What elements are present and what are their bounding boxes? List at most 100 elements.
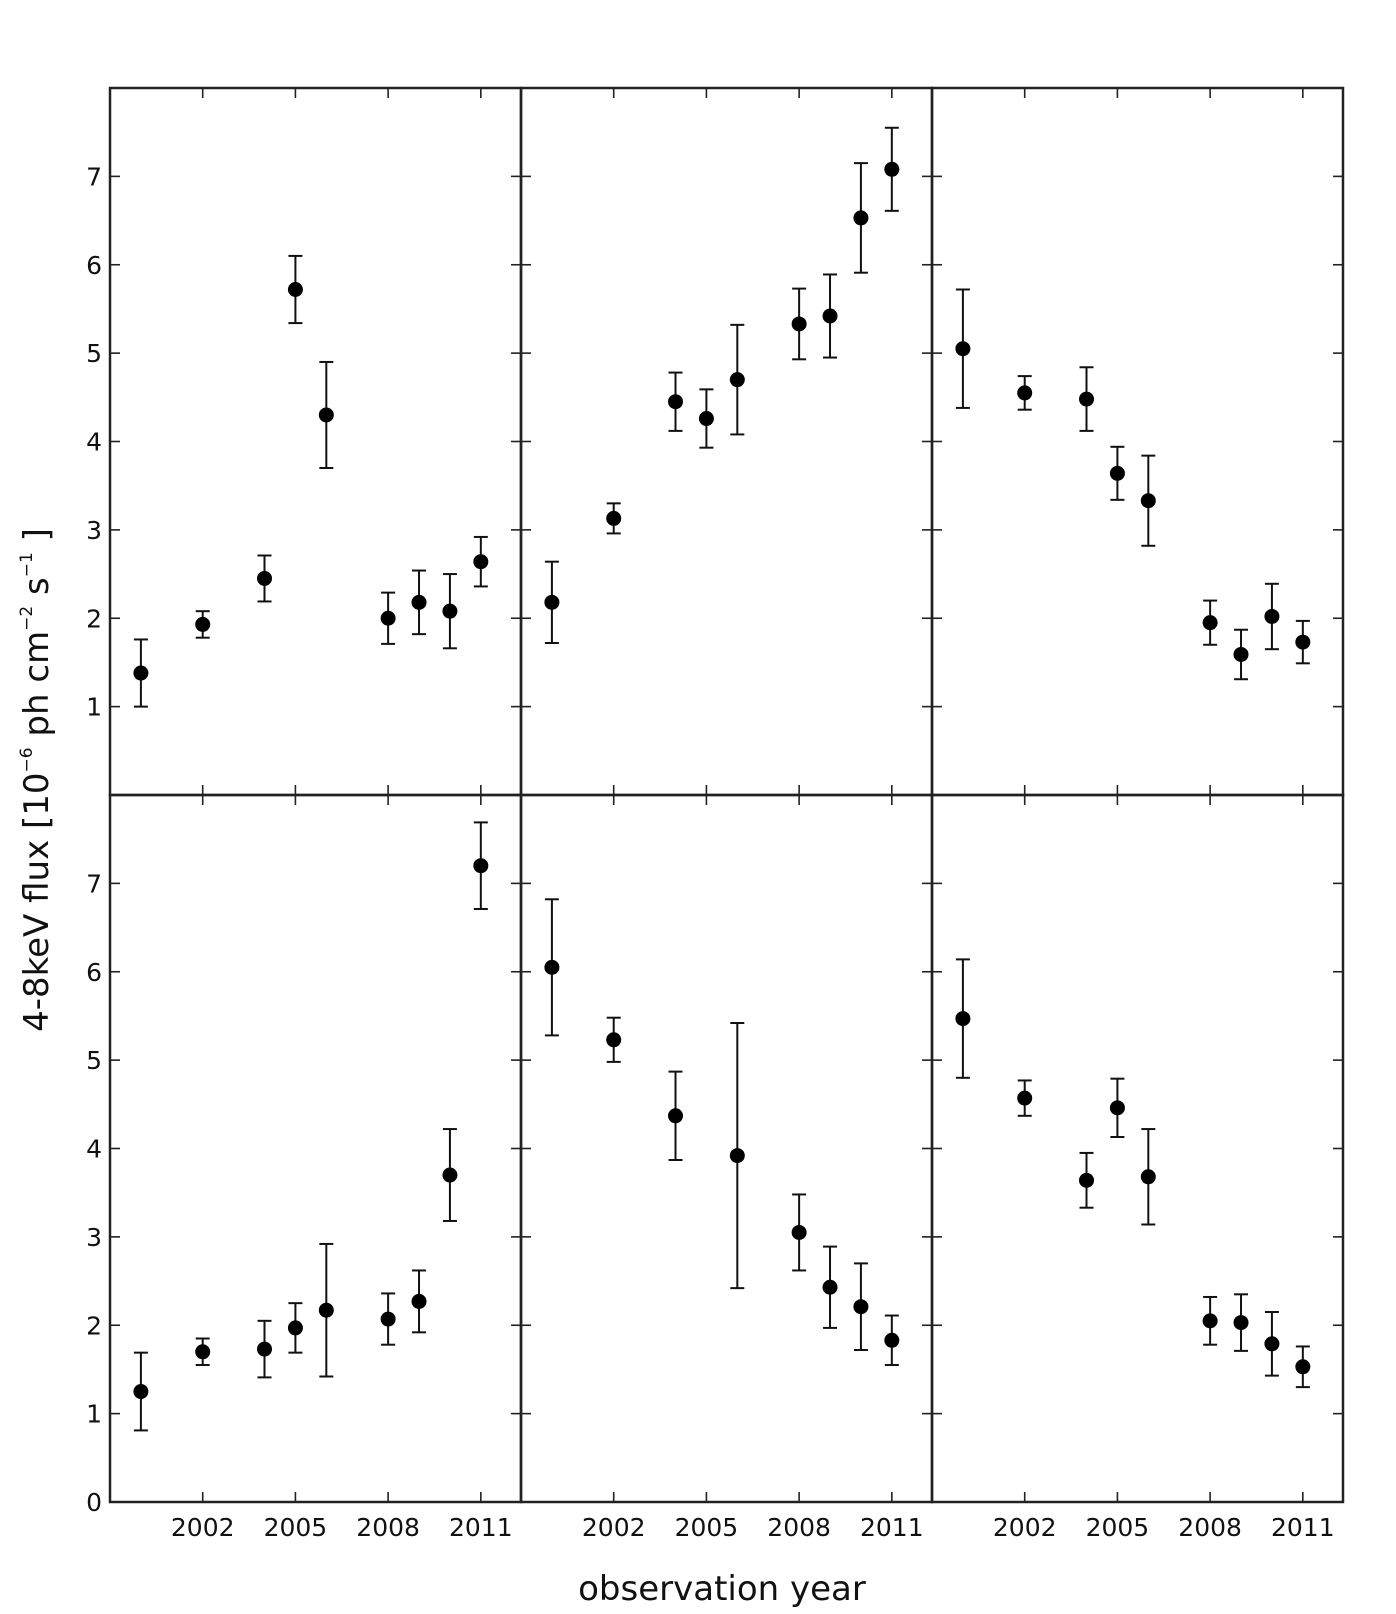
y-tick-label: 5 — [86, 1046, 102, 1075]
data-point — [133, 1384, 149, 1400]
y-label-part: ] — [17, 528, 57, 552]
data-point — [318, 1302, 334, 1318]
data-point — [318, 407, 334, 423]
data-point — [257, 1341, 273, 1357]
panels: 1 2 3 4 5 6 7 0 1 2 3 4 5 6 7 2002 2005 2008 2011 2002 2005 2… — [86, 86, 1345, 1542]
data-point — [1140, 1169, 1156, 1185]
data-point — [884, 1332, 900, 1348]
data-point — [853, 1299, 869, 1315]
x-axis-label: observation year — [578, 1569, 866, 1609]
panel-frame — [930, 86, 1345, 797]
x-tick-label: 2002 — [582, 1513, 646, 1542]
data-point — [195, 616, 211, 632]
y-label-exp: −1 — [17, 552, 37, 577]
x-tick-label: 2002 — [171, 1513, 235, 1542]
svg-text:4-8keV flux [10−6 ph cm−2 s−1: 4-8keV flux [10−6 ph cm−2 s−1 ] — [17, 528, 57, 1032]
data-point — [698, 411, 714, 427]
y-tick-label: 1 — [86, 693, 102, 722]
data-point — [1079, 1172, 1095, 1188]
data-point — [1109, 465, 1125, 481]
y-tick-label: 2 — [86, 1311, 102, 1340]
data-point — [884, 161, 900, 177]
data-point — [442, 603, 458, 619]
y-tick-label: 3 — [86, 1223, 102, 1252]
data-point — [411, 1293, 427, 1309]
x-tick-label: 2005 — [675, 1513, 739, 1542]
y-label-part: s — [17, 577, 57, 606]
x-tick-label: 2002 — [993, 1513, 1057, 1542]
panel-frame — [108, 793, 523, 1504]
data-point — [1233, 646, 1249, 662]
data-point — [442, 1167, 458, 1183]
x-tick-label: 2011 — [449, 1513, 513, 1542]
panel-frame — [930, 793, 1345, 1504]
data-point — [473, 554, 489, 570]
data-point — [1295, 634, 1311, 650]
y-tick-label: 1 — [86, 1400, 102, 1429]
y-tick-label: 5 — [86, 339, 102, 368]
data-point — [287, 281, 303, 297]
data-point — [1079, 391, 1095, 407]
y-label-part: ph cm — [17, 631, 57, 748]
y-tick-label: 2 — [86, 604, 102, 633]
data-point — [133, 665, 149, 681]
data-point — [606, 1032, 622, 1048]
data-point — [1017, 1090, 1033, 1106]
y-tick-label: 3 — [86, 516, 102, 545]
x-tick-label: 2005 — [264, 1513, 328, 1542]
panel-frame — [519, 793, 934, 1504]
data-point — [1264, 608, 1280, 624]
y-tick-label: 6 — [86, 251, 102, 280]
data-point — [195, 1344, 211, 1360]
y-tick-label: 7 — [86, 162, 102, 191]
data-point — [791, 1224, 807, 1240]
y-tick-label: 6 — [86, 958, 102, 987]
data-point — [729, 1148, 745, 1164]
data-point — [1295, 1359, 1311, 1375]
x-tick-label: 2011 — [860, 1513, 924, 1542]
panel-r0-c0: 1 2 3 4 5 6 7 — [86, 86, 523, 797]
x-tick-label: 2008 — [356, 1513, 420, 1542]
data-point — [729, 372, 745, 388]
data-point — [1264, 1336, 1280, 1352]
data-point — [1202, 615, 1218, 631]
data-point — [791, 316, 807, 332]
y-label-exp: −2 — [17, 606, 37, 631]
x-tick-label: 2011 — [1271, 1513, 1335, 1542]
data-point — [853, 210, 869, 226]
panel-frame — [108, 86, 523, 797]
data-point — [411, 594, 427, 610]
panel-r1-c1: 2002 2005 2008 2011 — [519, 793, 934, 1542]
data-point — [544, 594, 560, 610]
data-point — [257, 570, 273, 586]
y-tick-label: 4 — [86, 428, 102, 457]
data-point — [1140, 493, 1156, 509]
data-point — [606, 510, 622, 526]
y-axis-label: 4-8keV flux [10−6 ph cm−2 s−1 ] — [17, 528, 57, 1032]
data-point — [1233, 1315, 1249, 1331]
data-point — [380, 1311, 396, 1327]
data-point — [1017, 385, 1033, 401]
data-point — [544, 959, 560, 975]
panel-frame — [519, 86, 934, 797]
data-point — [822, 308, 838, 324]
data-point — [287, 1320, 303, 1336]
data-point — [668, 394, 684, 410]
panel-r0-c1 — [519, 86, 934, 797]
data-point — [380, 610, 396, 626]
panel-r1-c2: 2002 2005 2008 2011 — [930, 793, 1345, 1542]
y-tick-label: 0 — [86, 1488, 102, 1517]
data-point — [822, 1279, 838, 1295]
data-point — [1109, 1100, 1125, 1116]
x-tick-label: 2005 — [1086, 1513, 1150, 1542]
data-point — [668, 1108, 684, 1124]
panel-r0-c2 — [930, 86, 1345, 797]
data-point — [955, 1011, 971, 1027]
data-point — [473, 858, 489, 874]
y-tick-label: 7 — [86, 869, 102, 898]
data-point — [1202, 1313, 1218, 1329]
y-tick-label: 4 — [86, 1135, 102, 1164]
y-label-exp: −6 — [17, 747, 37, 772]
panel-r1-c0: 0 1 2 3 4 5 6 7 2002 2005 2008 2011 — [86, 793, 523, 1542]
